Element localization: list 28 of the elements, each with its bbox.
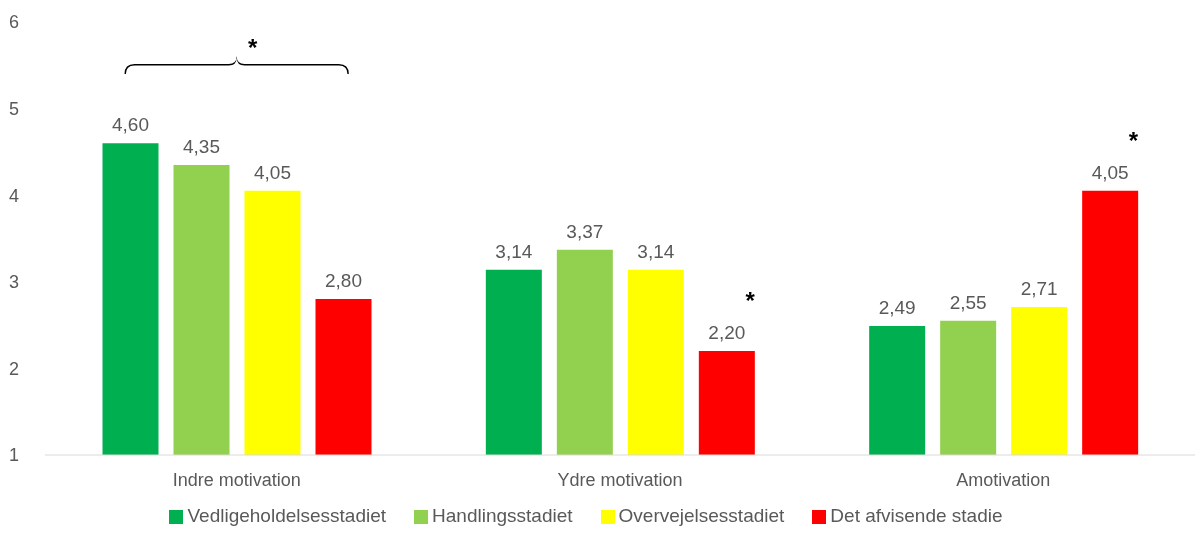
- data-label: 4,35: [183, 135, 220, 157]
- data-label: 2,49: [878, 296, 916, 318]
- data-label: 3,14: [637, 240, 675, 262]
- legend-label: Overvejelsesstadiet: [618, 505, 785, 526]
- legend-label: Vedligeholdelsesstadiet: [187, 505, 387, 526]
- x-tick-label: Ydre motivation: [557, 469, 683, 490]
- y-tick-label: 3: [9, 272, 20, 293]
- data-label: 2,20: [708, 322, 746, 344]
- legend-label: Det afvisende stadie: [830, 505, 1003, 526]
- annotation: *: [1128, 126, 1139, 154]
- data-label: 4,05: [254, 161, 291, 183]
- y-tick-label: 1: [9, 445, 20, 466]
- data-label: 4,60: [112, 114, 149, 136]
- x-tick-label: Indre motivation: [172, 469, 301, 490]
- annotation: *: [247, 34, 258, 61]
- annotation: *: [745, 287, 756, 315]
- data-label: 3,14: [495, 240, 533, 262]
- y-tick-label: 4: [9, 185, 20, 206]
- data-label: 2,55: [949, 291, 987, 313]
- y-tick-label: 6: [9, 12, 20, 33]
- data-label: 2,71: [1020, 277, 1058, 299]
- data-label: 3,37: [566, 220, 604, 242]
- x-tick-label: Amotivation: [956, 469, 1051, 490]
- y-tick-label: 2: [9, 358, 20, 379]
- y-tick-label: 5: [9, 98, 20, 119]
- data-label: 4,05: [1091, 161, 1129, 183]
- legend-label: Handlingsstadiet: [432, 505, 573, 526]
- data-label: 2,80: [325, 270, 362, 292]
